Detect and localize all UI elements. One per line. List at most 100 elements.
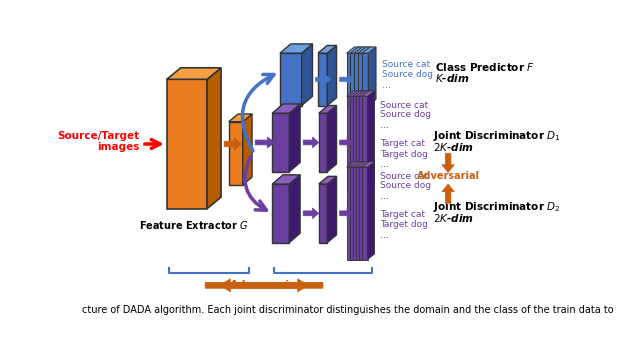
- Polygon shape: [303, 208, 319, 219]
- Polygon shape: [349, 91, 362, 96]
- Polygon shape: [340, 75, 353, 84]
- Polygon shape: [356, 91, 368, 96]
- Polygon shape: [367, 91, 374, 189]
- Polygon shape: [303, 137, 319, 148]
- Polygon shape: [316, 75, 331, 84]
- Text: ...: ...: [382, 80, 391, 90]
- Polygon shape: [351, 53, 356, 106]
- Polygon shape: [351, 47, 364, 53]
- Text: ...: ...: [380, 159, 389, 169]
- Polygon shape: [364, 162, 371, 259]
- Polygon shape: [358, 53, 364, 106]
- Polygon shape: [340, 208, 352, 219]
- Polygon shape: [442, 153, 454, 173]
- Polygon shape: [272, 175, 300, 184]
- Polygon shape: [362, 162, 368, 259]
- Polygon shape: [362, 167, 367, 259]
- Polygon shape: [362, 47, 376, 53]
- Text: images: images: [97, 142, 140, 152]
- Polygon shape: [347, 91, 359, 96]
- Polygon shape: [359, 162, 371, 167]
- Text: cture of DADA algorithm. Each joint discriminator distinguishes the domain and t: cture of DADA algorithm. Each joint disc…: [81, 305, 613, 315]
- Polygon shape: [229, 122, 243, 185]
- Polygon shape: [347, 162, 359, 167]
- Polygon shape: [347, 96, 352, 189]
- Polygon shape: [368, 47, 376, 106]
- Text: Feature Extractor $G$: Feature Extractor $G$: [139, 220, 249, 232]
- Text: Source cat: Source cat: [380, 172, 428, 181]
- Polygon shape: [362, 53, 368, 106]
- Text: Adversarial: Adversarial: [417, 171, 479, 181]
- Polygon shape: [353, 47, 360, 106]
- Text: Source dog: Source dog: [380, 181, 431, 190]
- Polygon shape: [243, 114, 252, 185]
- Polygon shape: [224, 138, 241, 150]
- Text: ...: ...: [380, 191, 389, 201]
- Polygon shape: [327, 46, 337, 106]
- Polygon shape: [362, 91, 368, 189]
- Polygon shape: [272, 113, 289, 172]
- Text: Target cat: Target cat: [380, 139, 425, 149]
- Polygon shape: [353, 167, 358, 259]
- Polygon shape: [362, 96, 367, 189]
- Polygon shape: [347, 47, 360, 53]
- Text: Source/Target: Source/Target: [58, 131, 140, 141]
- Text: Target cat: Target cat: [380, 210, 425, 219]
- Polygon shape: [359, 91, 371, 96]
- Text: ...: ...: [380, 120, 389, 130]
- Polygon shape: [289, 104, 300, 172]
- Polygon shape: [353, 91, 365, 96]
- Polygon shape: [207, 68, 221, 209]
- Polygon shape: [352, 162, 359, 259]
- Polygon shape: [358, 162, 365, 259]
- Polygon shape: [347, 53, 353, 106]
- Polygon shape: [353, 96, 358, 189]
- Text: Joint Discriminator $D_1$: Joint Discriminator $D_1$: [433, 129, 561, 143]
- Text: Joint Discriminator $D_2$: Joint Discriminator $D_2$: [433, 200, 560, 214]
- Text: $K$-dim: $K$-dim: [435, 72, 469, 84]
- Polygon shape: [327, 176, 337, 243]
- Polygon shape: [167, 68, 221, 79]
- Polygon shape: [353, 162, 365, 167]
- Text: $2K$-dim: $2K$-dim: [433, 141, 474, 153]
- Polygon shape: [359, 96, 364, 189]
- Polygon shape: [442, 184, 454, 203]
- Polygon shape: [318, 46, 337, 53]
- Polygon shape: [272, 104, 300, 113]
- Polygon shape: [319, 106, 337, 113]
- Polygon shape: [362, 91, 374, 96]
- Polygon shape: [349, 162, 362, 167]
- Polygon shape: [319, 176, 337, 184]
- Text: ...: ...: [380, 230, 389, 240]
- Polygon shape: [355, 47, 368, 53]
- Polygon shape: [367, 162, 374, 259]
- Text: Class Predictor $F$: Class Predictor $F$: [435, 61, 535, 73]
- Polygon shape: [360, 47, 368, 106]
- Polygon shape: [364, 91, 371, 189]
- Polygon shape: [340, 137, 352, 148]
- Polygon shape: [356, 96, 362, 189]
- Polygon shape: [358, 91, 365, 189]
- Polygon shape: [319, 184, 327, 243]
- Polygon shape: [280, 44, 312, 53]
- Polygon shape: [362, 162, 374, 167]
- Polygon shape: [356, 162, 368, 167]
- Text: Target dog: Target dog: [380, 150, 428, 158]
- Polygon shape: [355, 162, 362, 259]
- Polygon shape: [229, 114, 252, 122]
- Text: $2K$-dim: $2K$-dim: [433, 212, 474, 224]
- Polygon shape: [255, 137, 275, 148]
- Polygon shape: [220, 279, 323, 292]
- Polygon shape: [364, 47, 372, 106]
- Polygon shape: [318, 53, 327, 106]
- Polygon shape: [327, 106, 337, 172]
- Polygon shape: [167, 79, 207, 209]
- Polygon shape: [356, 167, 362, 259]
- Polygon shape: [289, 175, 300, 243]
- Text: Source dog: Source dog: [382, 70, 433, 79]
- Polygon shape: [355, 53, 360, 106]
- Text: Target dog: Target dog: [380, 220, 428, 229]
- Polygon shape: [359, 167, 364, 259]
- Polygon shape: [349, 96, 355, 189]
- Text: Source cat: Source cat: [382, 60, 430, 69]
